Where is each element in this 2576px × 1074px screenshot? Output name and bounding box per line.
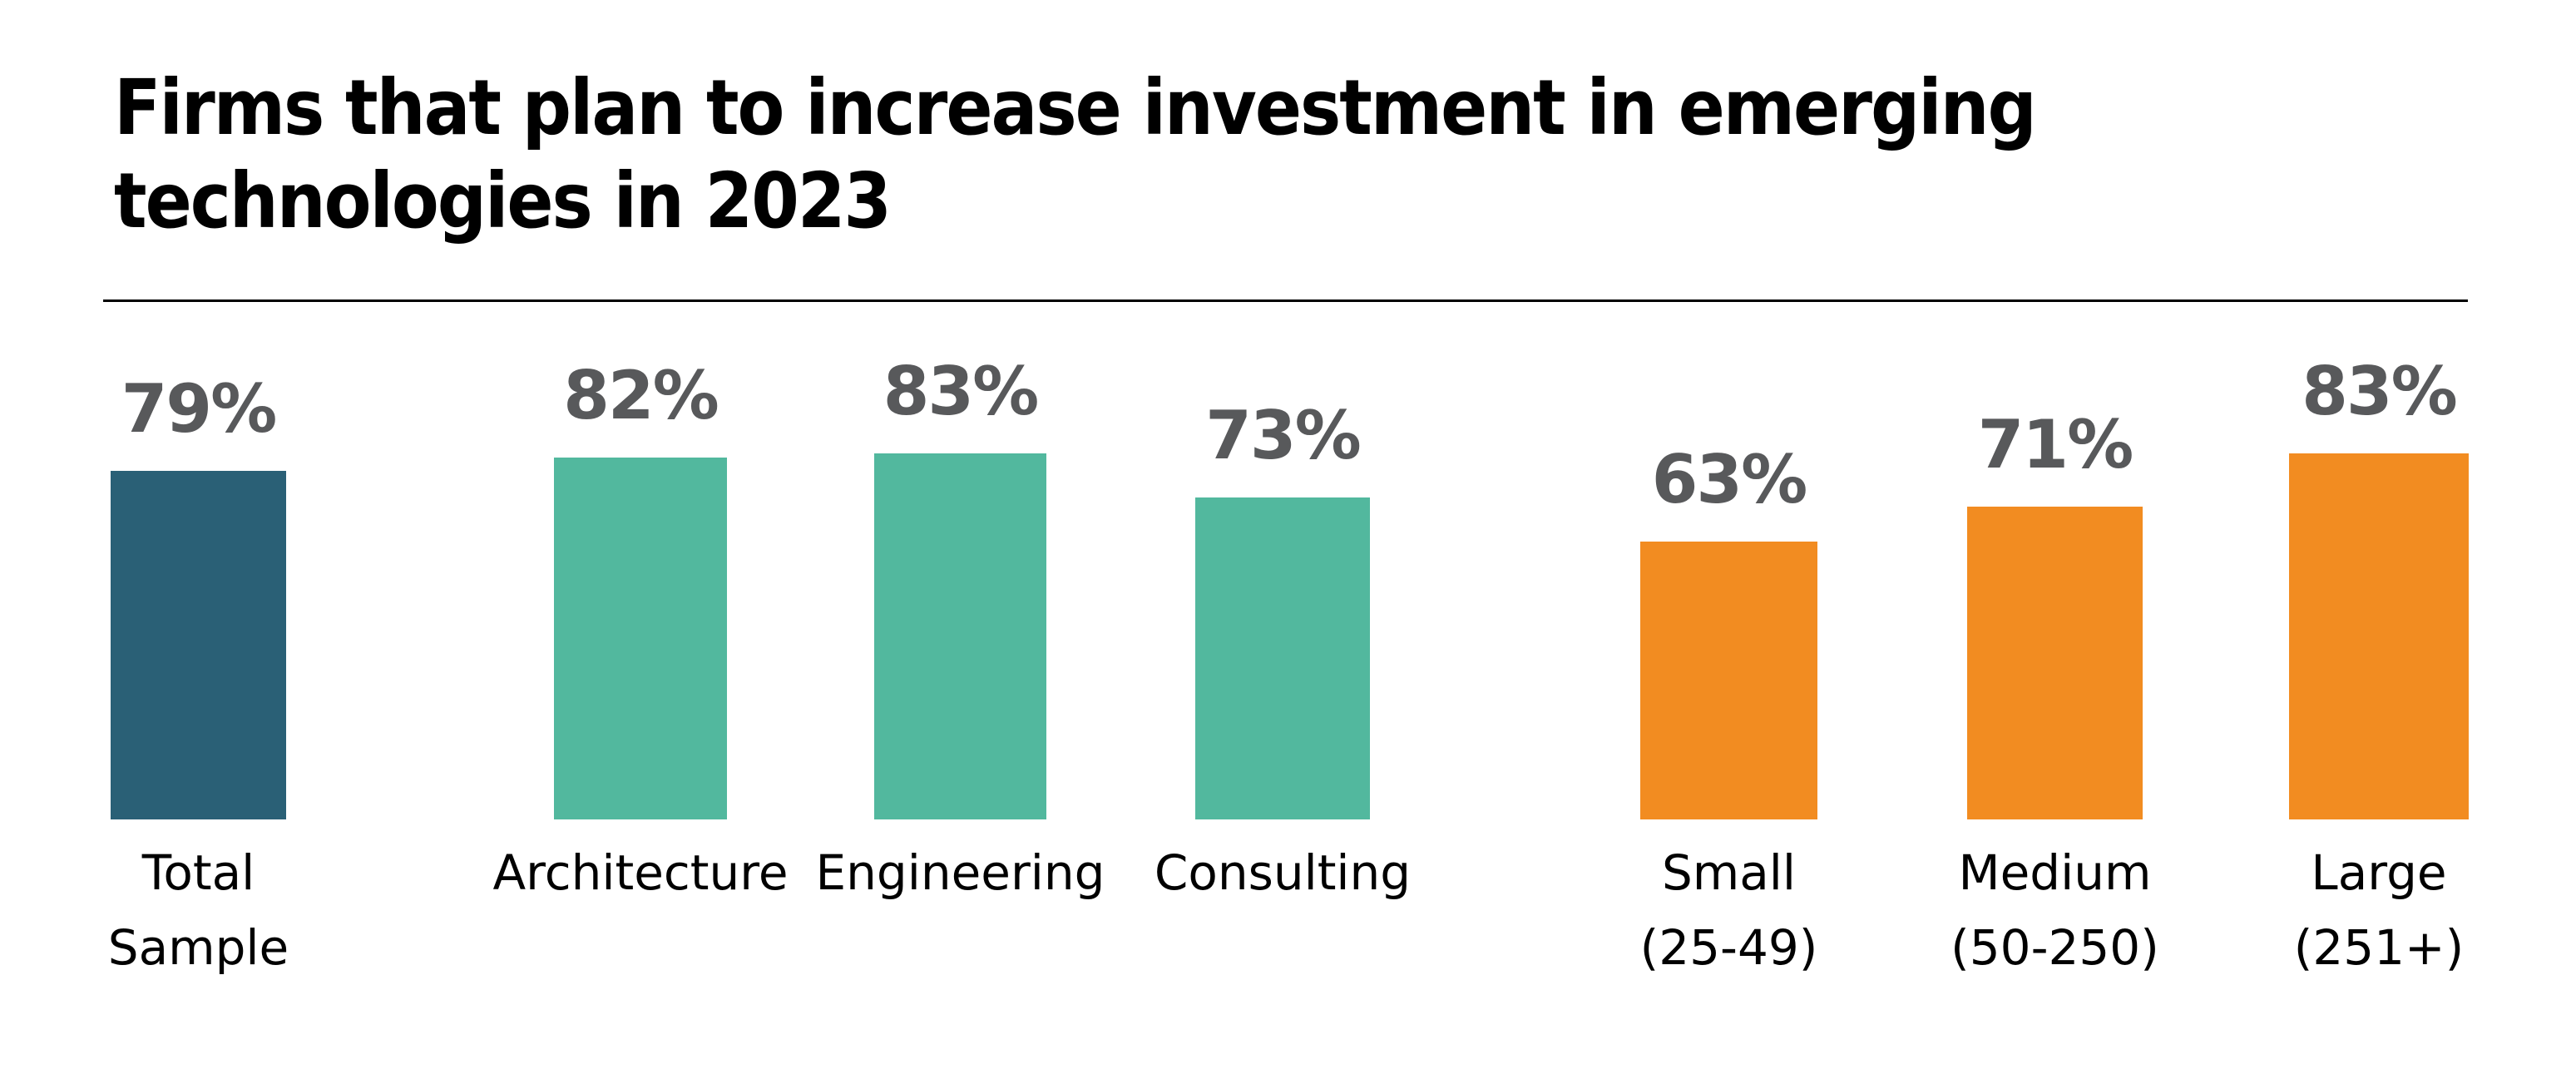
- bar-small-25-49: [1640, 542, 1817, 819]
- bar-group-architecture: 82% Architecture: [492, 0, 788, 1074]
- bar-group-large-251: 83% Large (251+): [2289, 0, 2469, 1074]
- category-label-line: Large: [2311, 844, 2447, 901]
- category-label-large-251: Large (251+): [2210, 835, 2548, 985]
- page-title: Firms that plan to increase investment i…: [114, 62, 2037, 248]
- value-label-large-251: 83%: [2302, 353, 2457, 430]
- value-label-architecture: 82%: [563, 357, 719, 434]
- bar-group-small-25-49: 63% Small (25-49): [1640, 0, 1818, 1074]
- title-divider-rule: [103, 299, 2468, 302]
- bar-large-251: [2289, 453, 2469, 819]
- bar-group-engineering: 83% Engineering: [816, 0, 1105, 1074]
- bar-total-sample: [111, 471, 286, 819]
- value-label-consulting: 73%: [1205, 397, 1361, 474]
- value-label-medium-50-250: 71%: [1977, 406, 2133, 483]
- value-label-small-25-49: 63%: [1651, 441, 1807, 518]
- value-label-engineering: 83%: [883, 353, 1039, 430]
- category-label-line: Engineering: [815, 844, 1105, 901]
- category-label-line: Consulting: [1154, 844, 1412, 901]
- bar-group-consulting: 73% Consulting: [1155, 0, 1411, 1074]
- bar-group-medium-50-250: 71% Medium (50-250): [1951, 0, 2159, 1074]
- category-label-medium-50-250: Medium (50-250): [1888, 835, 2222, 985]
- category-label-line: (50-250): [1951, 919, 2159, 976]
- category-label-architecture: Architecture: [475, 835, 806, 910]
- category-label-line: Small: [1661, 844, 1797, 901]
- page-title-line-2: technologies in 2023: [114, 156, 892, 245]
- category-label-total-sample: Total Sample: [32, 835, 365, 985]
- category-label-engineering: Engineering: [795, 835, 1125, 910]
- category-label-line: (251+): [2293, 919, 2465, 976]
- category-label-line: Architecture: [492, 844, 789, 901]
- category-label-line: Medium: [1958, 844, 2152, 901]
- category-label-line: Total: [141, 844, 255, 901]
- bar-group-total-sample: 79% Total Sample: [108, 0, 289, 1074]
- bar-engineering: [874, 453, 1046, 819]
- bar-architecture: [554, 458, 727, 819]
- category-label-line: Sample: [107, 919, 289, 976]
- category-label-small-25-49: Small (25-49): [1561, 835, 1896, 985]
- bar-consulting: [1195, 497, 1370, 819]
- page-title-line-1: Firms that plan to increase investment i…: [114, 63, 2037, 152]
- bar-medium-50-250: [1967, 507, 2143, 819]
- category-label-line: (25-49): [1639, 919, 1818, 976]
- category-label-consulting: Consulting: [1116, 835, 1449, 910]
- value-label-total-sample: 79%: [121, 370, 277, 448]
